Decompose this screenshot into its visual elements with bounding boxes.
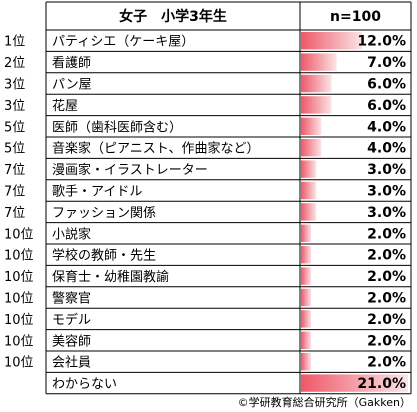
percent-value: 3.0% [367,205,406,221]
occupation-label: 会社員 [52,355,91,371]
rank-label: 10位 [4,292,34,307]
occupation-label: わからない [52,377,117,392]
rank-label: 7位 [4,185,25,200]
rank-label: 1位 [4,35,25,50]
header-sample-size: n=100 [330,9,381,25]
occupation-label: パン屋 [52,78,92,93]
rank-label: 7位 [4,206,25,221]
occupation-label: 漫画家・イラストレーター [52,162,208,178]
rank-label: 5位 [4,120,25,135]
percent-value: 2.0% [367,226,406,242]
rank-label: 7位 [4,163,25,178]
rank-label: 10位 [4,313,34,328]
data-bar [301,310,312,328]
percent-value: 21.0% [357,376,406,392]
percent-value: 3.0% [367,184,406,200]
percent-value: 2.0% [367,355,406,371]
percent-value: 2.0% [367,333,406,349]
percent-value: 2.0% [367,269,406,285]
occupation-label: 小説家 [52,226,91,242]
occupation-label: 医師（歯科医師含む） [52,119,182,135]
percent-value: 2.0% [367,291,406,307]
data-bar [301,117,322,135]
percent-value: 12.0% [357,34,406,50]
percent-value: 6.0% [367,77,406,93]
percent-value: 7.0% [367,55,406,71]
rank-label: 10位 [4,356,34,371]
data-bar [301,203,317,221]
rank-label: 5位 [4,142,25,157]
data-bar [301,96,332,114]
occupation-label: 学校の教師・先生 [52,248,156,264]
rank-label: 10位 [4,270,34,285]
rank-label: 2位 [4,56,25,71]
data-bar [301,331,312,349]
occupation-label: 花屋 [52,98,78,114]
percent-value: 6.0% [367,98,406,114]
percent-value: 4.0% [367,141,406,157]
rank-label: 10位 [4,227,34,242]
data-bar [301,267,312,285]
data-bar [301,139,322,157]
rank-label: 10位 [4,334,34,349]
ranking-table-svg: 女子 小学3年生 n=100 1位 パティシエ（ケーキ屋） 12.0% 2位 看護師 7.0%… [4,1,412,395]
data-bar [301,53,337,71]
percent-value: 3.0% [367,162,406,178]
rank-label: 10位 [4,249,34,264]
data-bar [301,32,363,50]
occupation-label: 美容師 [52,333,91,349]
data-bar [301,374,408,392]
data-bar [301,224,312,242]
copyright-footer: ©学研教育総合研究所（Gakken） [237,396,411,409]
data-bar [301,353,312,371]
data-bar [301,181,317,200]
occupation-label: 歌手・アイドル [52,185,142,200]
occupation-label: 警察官 [52,291,91,307]
percent-value: 2.0% [367,248,406,264]
occupation-label: 看護師 [52,55,91,71]
data-bar [301,246,312,264]
occupation-label: モデル [52,312,91,328]
occupation-label: パティシエ（ケーキ屋） [52,35,194,50]
header-category: 女子 小学3年生 [119,8,227,25]
occupation-label: 保育士・幼稚園教諭 [52,269,169,285]
data-bar [301,160,317,178]
percent-value: 2.0% [367,312,406,328]
rank-label: 3位 [4,78,25,93]
rank-label: 3位 [4,99,25,114]
percent-value: 4.0% [367,119,406,135]
occupation-label: ファッション関係 [52,206,156,221]
data-bar [301,74,332,93]
data-bar [301,288,312,307]
occupation-label: 音楽家（ピアニスト、作曲家など） [52,141,259,157]
